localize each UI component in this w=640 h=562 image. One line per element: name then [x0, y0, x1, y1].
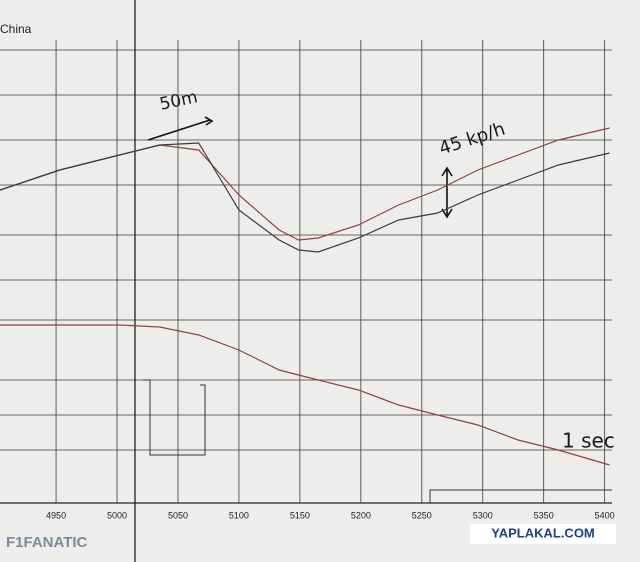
watermark: YAPLAKAL.COM — [491, 525, 595, 540]
x-tick-label: 5050 — [168, 510, 188, 520]
grid-rows — [0, 0, 612, 562]
x-tick-label: 5100 — [229, 510, 249, 520]
watermark: F1FANATIC — [6, 534, 88, 551]
x-tick-label: 5000 — [107, 510, 127, 520]
x-tick-label: 5350 — [534, 510, 554, 520]
series-line — [0, 142, 610, 253]
x-tick-label: 5300 — [473, 510, 493, 520]
chart-title: China — [0, 22, 32, 36]
series-line — [0, 324, 610, 466]
x-tick-label: 5150 — [290, 510, 310, 520]
x-tick-label: 5400 — [595, 510, 615, 520]
watermark-box — [470, 524, 616, 544]
x-tick-label: 5250 — [412, 510, 432, 520]
annotation: 1 sec — [562, 429, 615, 453]
x-tick-label: 4950 — [46, 510, 66, 520]
x-tick-label: 5200 — [351, 510, 371, 520]
